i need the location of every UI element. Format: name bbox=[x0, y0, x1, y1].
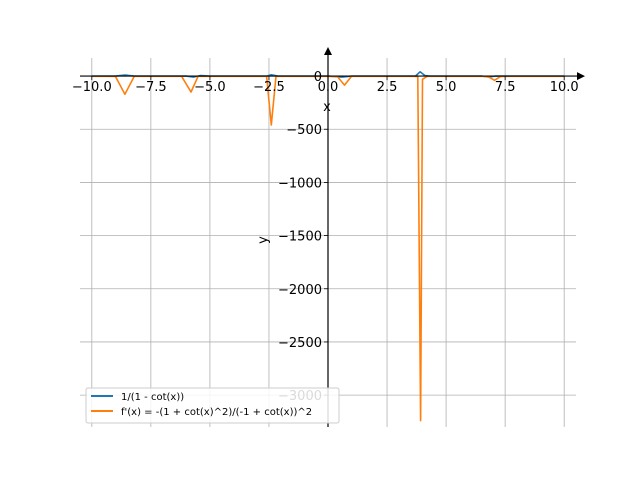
x-tick-label: −7.5 bbox=[135, 80, 167, 95]
y-tick-label: −1000 bbox=[278, 176, 322, 191]
y-tick-label: −500 bbox=[286, 123, 322, 138]
legend-label-series-1: 1/(1 - cot(x)) bbox=[121, 392, 184, 403]
legend: 1/(1 - cot(x)) f'(x) = -(1 + cot(x)^2)/(… bbox=[85, 387, 340, 424]
x-tick-label: −5.0 bbox=[194, 80, 226, 95]
y-tick-label: −1500 bbox=[278, 230, 322, 245]
x-tick-label: 10.0 bbox=[550, 80, 579, 95]
x-tick-label: 7.5 bbox=[495, 80, 516, 95]
y-axis-arrow bbox=[324, 47, 332, 55]
x-tick-label: 0.0 bbox=[318, 80, 339, 95]
y-axis-label: y bbox=[256, 236, 271, 244]
x-tick-label: −2.5 bbox=[253, 80, 285, 95]
y-tick-label: −2500 bbox=[278, 336, 322, 351]
legend-label-series-2: f'(x) = -(1 + cot(x)^2)/(-1 + cot(x))^2 bbox=[121, 407, 312, 418]
x-tick-label: 5.0 bbox=[436, 80, 457, 95]
y-tick-label: −2000 bbox=[278, 283, 322, 298]
x-tick-label: −10.0 bbox=[72, 80, 112, 95]
x-axis-arrow bbox=[577, 72, 585, 81]
y-tick-label: 0 bbox=[314, 70, 322, 85]
legend-box bbox=[85, 387, 340, 424]
x-axis-label: x bbox=[323, 100, 331, 115]
x-tick-label: 2.5 bbox=[377, 80, 398, 95]
axes bbox=[80, 47, 585, 427]
